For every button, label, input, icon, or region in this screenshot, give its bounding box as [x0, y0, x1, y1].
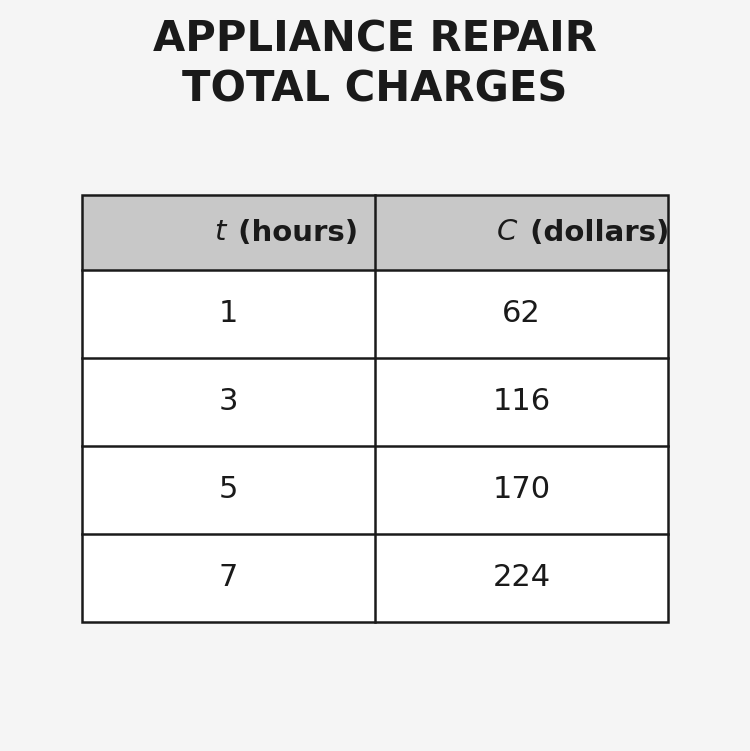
Bar [82, 270, 668, 358]
Text: 62: 62 [503, 300, 541, 328]
Bar [82, 195, 668, 270]
Text: 116: 116 [493, 388, 550, 417]
Text: 224: 224 [493, 563, 550, 593]
Text: t: t [214, 219, 226, 246]
Text: 1: 1 [219, 300, 239, 328]
Text: 3: 3 [219, 388, 239, 417]
Text: (dollars): (dollars) [520, 219, 670, 246]
Text: 5: 5 [219, 475, 239, 505]
Bar [82, 446, 668, 534]
Text: 7: 7 [219, 563, 239, 593]
Bar [82, 534, 668, 622]
Text: (hours): (hours) [227, 219, 358, 246]
Text: C: C [497, 219, 517, 246]
Bar [82, 358, 668, 446]
Text: APPLIANCE REPAIR
TOTAL CHARGES: APPLIANCE REPAIR TOTAL CHARGES [153, 18, 597, 110]
Text: 170: 170 [493, 475, 550, 505]
Bar [82, 195, 668, 622]
